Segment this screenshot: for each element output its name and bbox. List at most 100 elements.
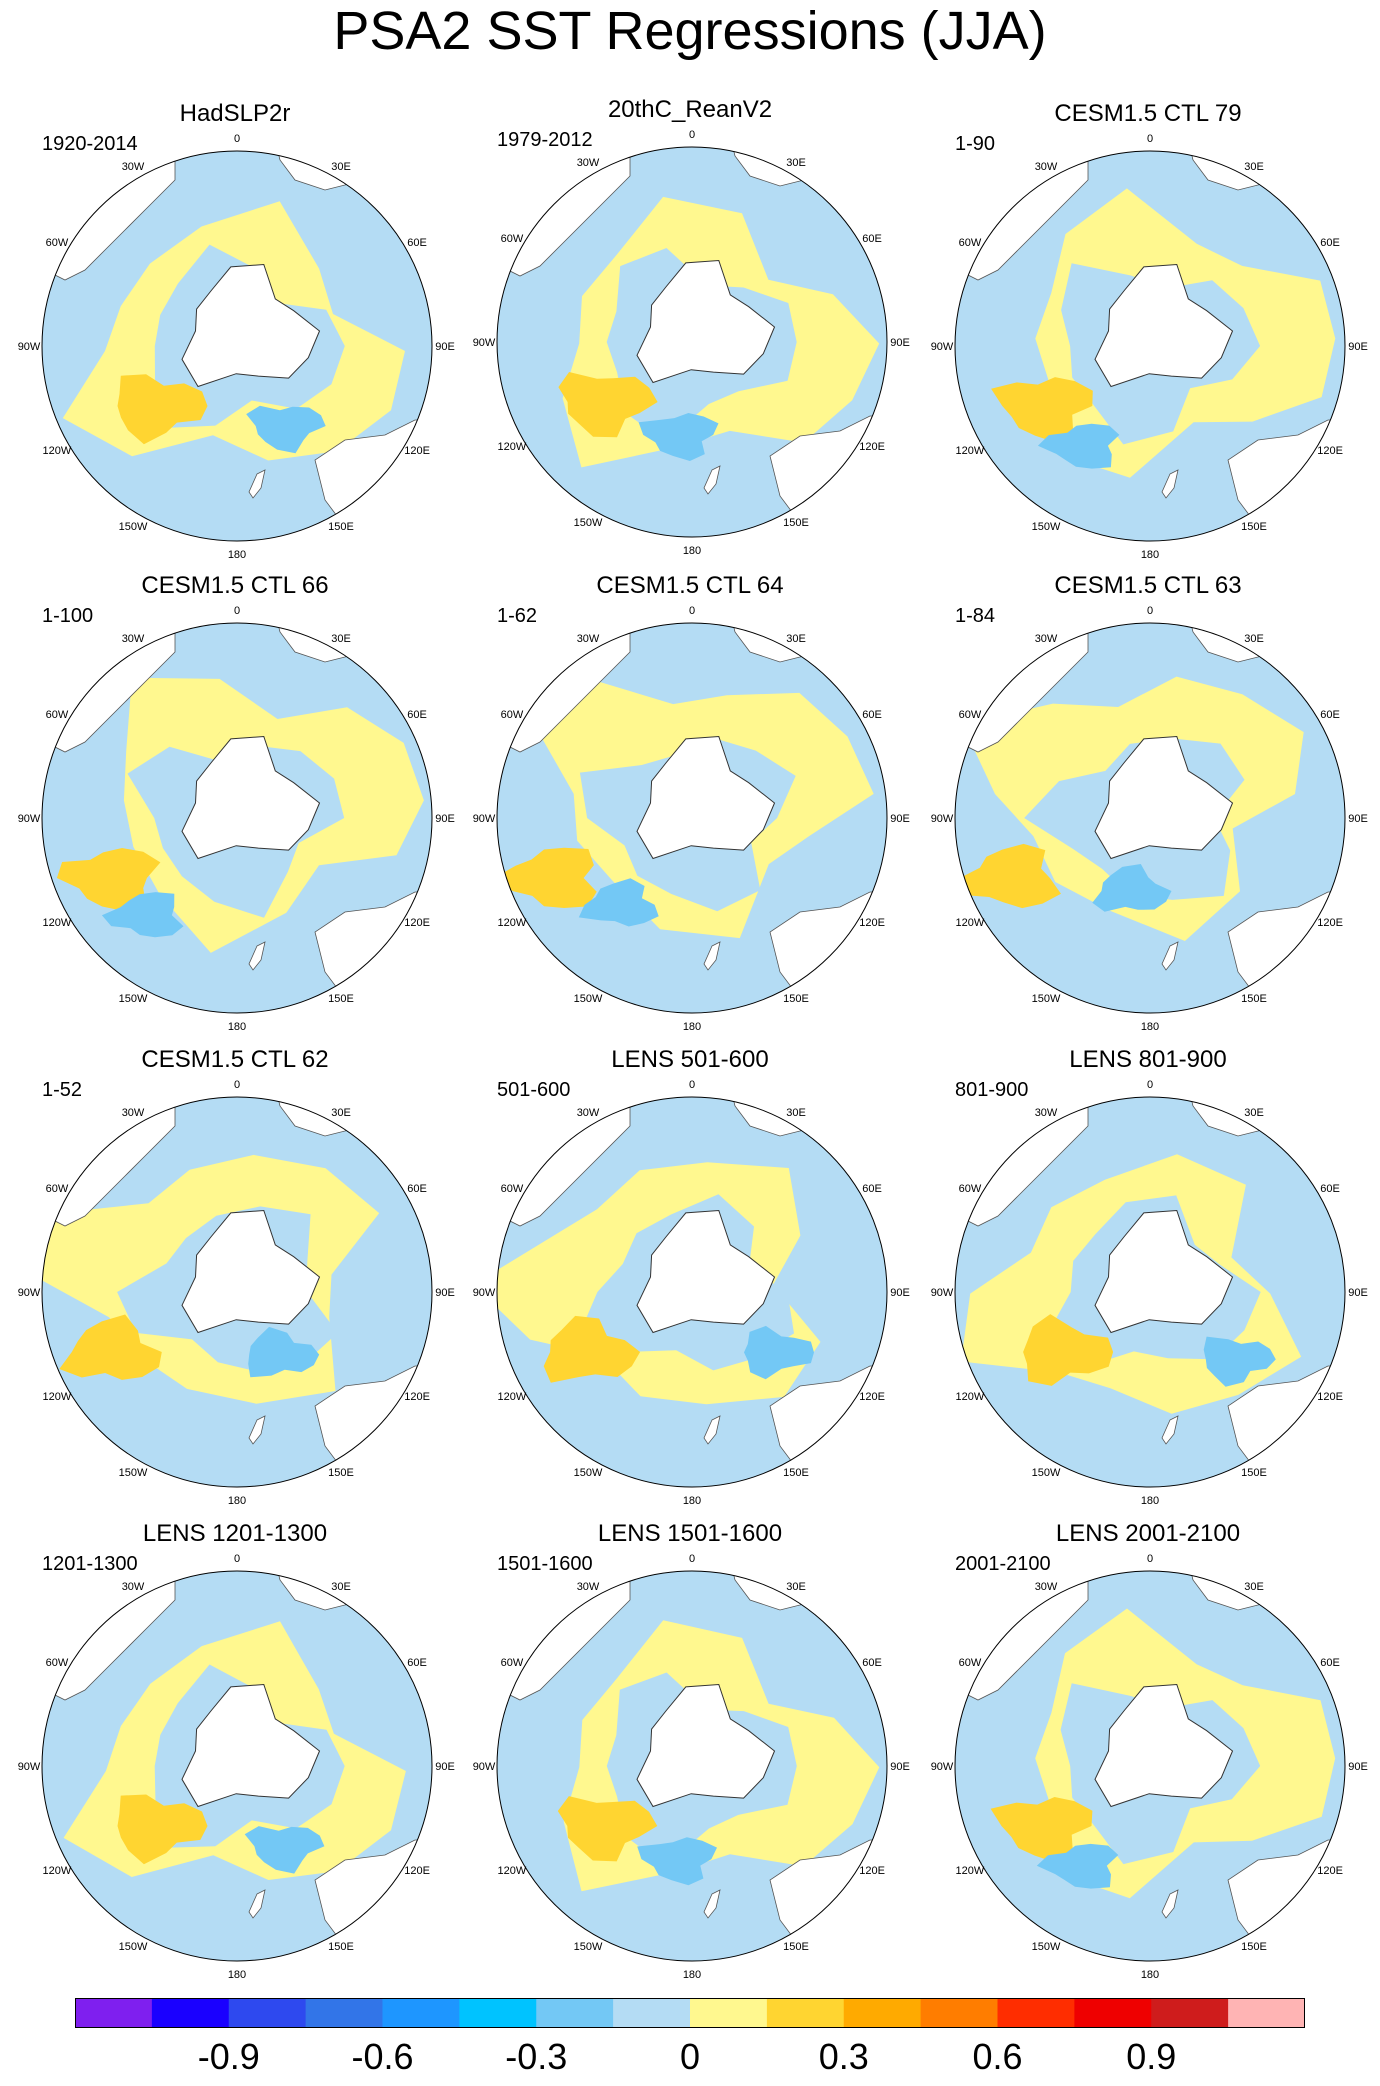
- map-border: [954, 1570, 1346, 1962]
- longitude-label: 30W: [1035, 1581, 1058, 1593]
- panel-title: CESM1.5 CTL 62: [141, 1046, 329, 1073]
- panel-period: 1501-1600: [497, 1553, 593, 1575]
- longitude-label: 30W: [577, 633, 600, 645]
- longitude-label: 120W: [43, 1865, 72, 1877]
- map-panel: LENS 1501-1600 1501-1600 0 30E 60E 90E 120E 150…: [460, 1520, 920, 1990]
- colorbar-swatch: [536, 1998, 614, 2028]
- panel-title: HadSLP2r: [179, 100, 291, 127]
- longitude-label: 120E: [859, 917, 885, 929]
- longitude-label: 150E: [1241, 1467, 1267, 1479]
- panel-title: CESM1.5 CTL 79: [1054, 100, 1242, 127]
- panel-title: 20thC_ReanV2: [607, 96, 773, 123]
- figure-title: PSA2 SST Regressions (JJA): [333, 1, 1047, 61]
- longitude-label: 60E: [407, 237, 427, 249]
- longitude-label: 90E: [435, 813, 455, 825]
- longitude-label: 30E: [786, 157, 806, 169]
- longitude-label: 90E: [1348, 1761, 1368, 1773]
- colorbar-tick-label: 0.6: [972, 2036, 1023, 2077]
- longitude-label: 30E: [331, 1581, 351, 1593]
- longitude-label: 150E: [1241, 993, 1267, 1005]
- longitude-label: 180: [683, 545, 701, 557]
- longitude-label: 180: [1141, 1495, 1159, 1507]
- longitude-label: 150W: [119, 521, 148, 533]
- map-border: [496, 622, 888, 1014]
- longitude-label: 30E: [1244, 1581, 1264, 1593]
- antarctica-land: [636, 1683, 776, 1808]
- antarctica-land: [1094, 263, 1234, 388]
- longitude-label: 150E: [328, 993, 354, 1005]
- panel-period: 1-52: [42, 1079, 83, 1101]
- sst-field-strong-positive: [497, 847, 597, 908]
- polar-map: 0 30E 60E 90E 120E 150E 180 150W 120W 90W 60W 30W: [18, 1079, 455, 1507]
- longitude-label: 150W: [1032, 1467, 1061, 1479]
- panel-period: 501-600: [497, 1079, 571, 1101]
- longitude-label: 60E: [862, 233, 882, 245]
- longitude-label: 150W: [1032, 521, 1061, 533]
- sst-field-strong-positive: [557, 1796, 658, 1862]
- sst-field-strong-positive: [991, 377, 1093, 444]
- panel-title: CESM1.5 CTL 63: [1054, 572, 1242, 599]
- longitude-label: 60W: [501, 1183, 524, 1195]
- longitude-label: 60E: [1320, 709, 1340, 721]
- longitude-label: 180: [683, 1495, 701, 1507]
- longitude-label: 60E: [407, 1657, 427, 1669]
- panel-period: 2001-2100: [955, 1553, 1051, 1575]
- longitude-label: 150E: [1241, 521, 1267, 533]
- antarctica-land: [181, 1683, 321, 1808]
- longitude-label: 150E: [783, 517, 809, 529]
- longitude-label: 90W: [931, 341, 954, 353]
- longitude-label: 90W: [473, 337, 496, 349]
- longitude-label: 120E: [1317, 1865, 1343, 1877]
- sst-field-strong-negative: [1037, 423, 1120, 469]
- sst-field-strong-positive: [117, 374, 208, 445]
- sst-field-strong-positive: [543, 1315, 641, 1383]
- longitude-label: 180: [228, 1021, 246, 1033]
- longitude-label: 120E: [404, 445, 430, 457]
- longitude-label: 0: [689, 1553, 695, 1565]
- colorbar-swatch: [690, 1998, 768, 2028]
- panel-period: 1-62: [497, 605, 538, 627]
- longitude-label: 90E: [890, 1287, 910, 1299]
- polar-map: 0 30E 60E 90E 120E 150E 180 150W 120W 90W 60W 30W: [473, 1553, 910, 1981]
- sst-field-strong-negative: [744, 1325, 814, 1380]
- new-zealand-land: [248, 941, 266, 971]
- longitude-label: 150W: [574, 1941, 603, 1953]
- longitude-label: 60E: [1320, 237, 1340, 249]
- longitude-label: 150W: [574, 517, 603, 529]
- longitude-label: 60E: [862, 1657, 882, 1669]
- longitude-label: 0: [1147, 1553, 1153, 1565]
- longitude-label: 60W: [46, 1183, 69, 1195]
- longitude-label: 120E: [1317, 917, 1343, 929]
- longitude-label: 120W: [956, 917, 985, 929]
- sst-field-strong-positive: [1023, 1314, 1114, 1386]
- longitude-label: 90W: [931, 1761, 954, 1773]
- new-zealand-land: [703, 941, 721, 971]
- sst-field-strong-negative: [578, 878, 659, 927]
- map-panel: 20thC_ReanV2 1979-2012 0 30E 60E 90E 120E 150E 1…: [460, 96, 920, 566]
- polar-map: 0 30E 60E 90E 120E 150E 180 150W 120W 90W 60W 30W: [473, 1079, 910, 1507]
- longitude-label: 30W: [1035, 633, 1058, 645]
- longitude-label: 30W: [1035, 1107, 1058, 1119]
- new-zealand-land: [1161, 1889, 1179, 1919]
- map-border: [496, 146, 888, 538]
- longitude-label: 60W: [959, 709, 982, 721]
- longitude-label: 30E: [1244, 161, 1264, 173]
- antarctica-land: [1094, 735, 1234, 860]
- longitude-label: 90W: [931, 1287, 954, 1299]
- sst-field-strong-positive: [56, 848, 161, 911]
- panel-period: 1979-2012: [497, 129, 593, 151]
- longitude-label: 30W: [1035, 161, 1058, 173]
- map-panel: LENS 501-600 501-600 0 30E 60E 90E 120E 150E 180…: [460, 1046, 920, 1516]
- colorbar-tick-label: -0.6: [351, 2036, 414, 2077]
- panel-title: LENS 1201-1300: [142, 1520, 328, 1547]
- map-panel: LENS 801-900 801-900 0 30E 60E 90E 120E 150E 180…: [918, 1046, 1378, 1516]
- longitude-label: 120W: [498, 441, 527, 453]
- longitude-label: 150E: [783, 1467, 809, 1479]
- longitude-label: 60E: [862, 1183, 882, 1195]
- panel-period: 1-90: [955, 133, 996, 155]
- polar-map: 0 30E 60E 90E 120E 150E 180 150W 120W 90W 60W 30W: [18, 605, 455, 1033]
- longitude-label: 120E: [859, 1391, 885, 1403]
- longitude-label: 60W: [501, 1657, 524, 1669]
- map-border: [954, 150, 1346, 542]
- longitude-label: 120E: [1317, 1391, 1343, 1403]
